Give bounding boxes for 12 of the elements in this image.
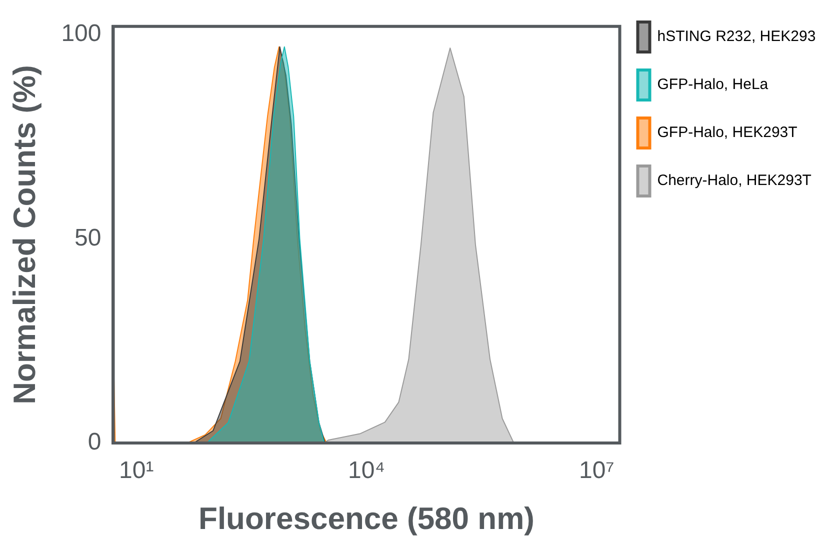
x-axis-title: Fluorescence (580 nm) <box>198 500 534 536</box>
legend-label: GFP-Halo, HEK293T <box>657 124 798 142</box>
y-tick-label: 50 <box>74 224 102 252</box>
legend-label: hSTING R232, HEK293 <box>657 28 816 46</box>
x-tick-label: 10⁴ <box>348 457 386 484</box>
y-tick-label: 100 <box>61 20 102 48</box>
y-axis-title: Normalized Counts (%) <box>7 65 42 404</box>
x-tick-label: 10⁷ <box>578 457 614 484</box>
y-tick-label: 0 <box>88 428 102 456</box>
x-tick-label: 10¹ <box>118 457 154 484</box>
legend-label: GFP-Halo, HeLa <box>657 76 769 94</box>
legend-label: Cherry-Halo, HEK293T <box>657 172 812 190</box>
